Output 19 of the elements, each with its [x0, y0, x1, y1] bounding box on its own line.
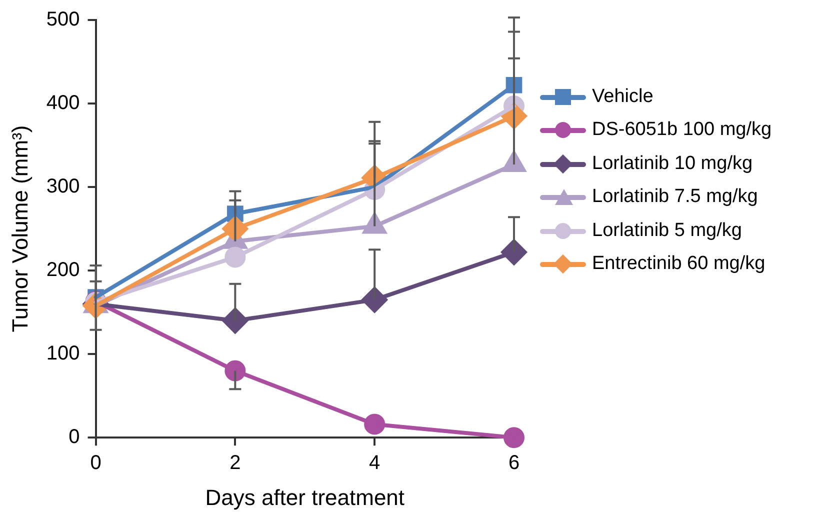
- legend-label: DS-6051b 100 mg/kg: [592, 119, 772, 142]
- y-tick-label: 0: [68, 426, 80, 448]
- legend-label: Lorlatinib 5 mg/kg: [592, 220, 742, 242]
- point: [504, 427, 524, 448]
- legend-label: Vehicle: [592, 86, 654, 108]
- y-tick-label: 500: [46, 8, 80, 31]
- legend-label: Lorlatinib 7.5 mg/kg: [592, 186, 758, 208]
- x-tick-label: 0: [90, 452, 102, 474]
- y-tick-label: 400: [46, 92, 80, 114]
- x-tick-label: 6: [508, 452, 520, 474]
- y-tick-label: 200: [46, 259, 80, 282]
- legend-label: Lorlatinib 10 mg/kg: [592, 152, 753, 175]
- y-tick-label: 100: [46, 342, 80, 365]
- x-tick-label: 4: [369, 452, 380, 474]
- x-tick-label: 2: [230, 452, 241, 474]
- y-tick-label: 300: [46, 176, 80, 198]
- legend-label: Entrectinib 60 mg/kg: [592, 253, 766, 276]
- y-axis-title: Tumor Volume (mm³): [7, 125, 32, 332]
- x-axis-title: Days after treatment: [205, 484, 405, 510]
